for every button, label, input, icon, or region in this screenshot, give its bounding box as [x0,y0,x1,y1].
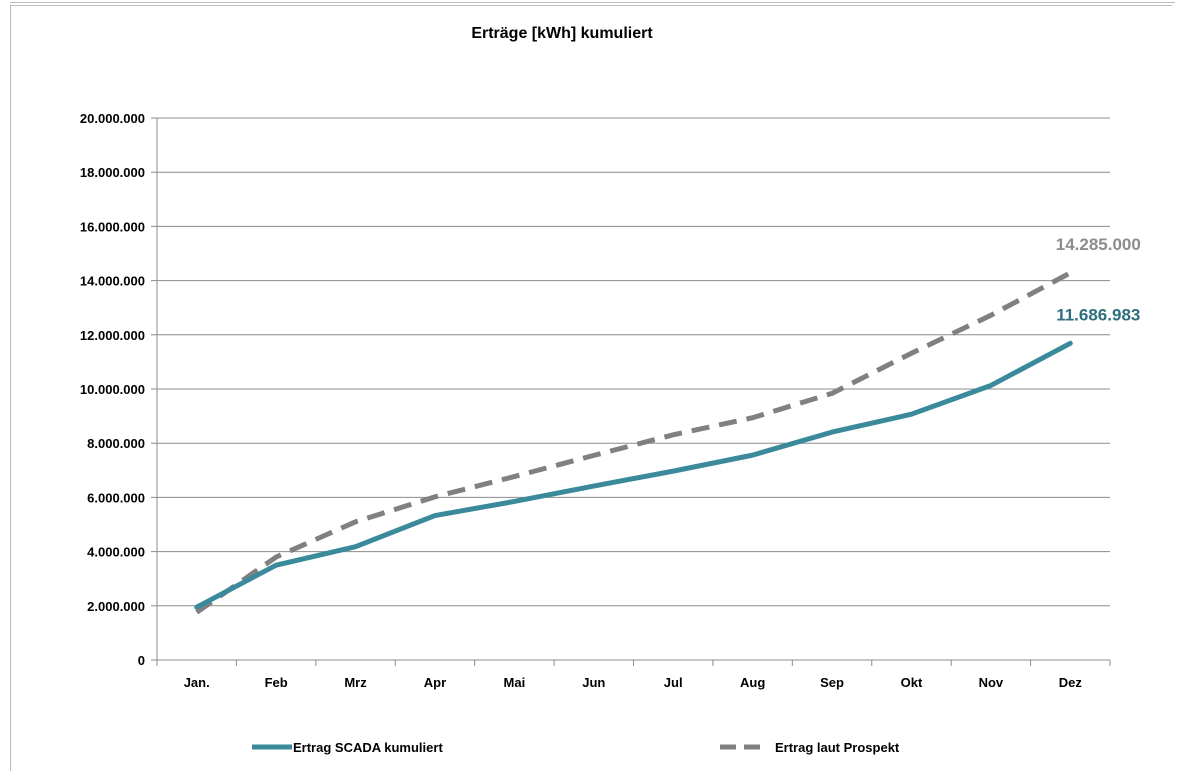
x-tick-label: Jan. [184,675,210,690]
end-value-label: 14.285.000 [1056,235,1141,254]
y-tick-label: 12.000.000 [80,328,145,343]
data-series [194,270,1073,615]
chart-frame-top-line [10,2,1175,3]
axes [151,117,1111,666]
y-tick-label: 0 [138,653,145,668]
y-tick-label: 20.000.000 [80,111,145,126]
x-tick-label: Apr [424,675,446,690]
y-tick-label: 2.000.000 [87,599,145,614]
chart-frame [10,5,1172,771]
series-line-scada [194,340,1073,610]
y-tick-label: 18.000.000 [80,165,145,180]
grid-lines [157,117,1110,607]
legend: Ertrag SCADA kumuliert Ertrag laut Prospe… [252,740,900,755]
y-axis-tick-labels: 0 2.000.000 4.000.000 6.000.000 8.000.000 10.… [80,111,145,668]
x-tick-label: Mai [504,675,526,690]
y-tick-label: 14.000.000 [80,274,145,289]
y-tick-label: 8.000.000 [87,436,145,451]
chart-title: Erträge [kWh] kumuliert [471,25,653,42]
y-tick-label: 10.000.000 [80,382,145,397]
y-tick-label: 16.000.000 [80,219,145,234]
x-tick-label: Nov [979,675,1004,690]
end-value-label: 11.686.983 [1056,305,1140,324]
x-tick-label: Sep [820,675,844,690]
x-tick-label: Okt [901,675,923,690]
legend-label: Ertrag SCADA kumuliert [293,740,443,755]
x-tick-label: Dez [1059,675,1083,690]
x-tick-label: Mrz [344,675,367,690]
x-tick-label: Jun [582,675,605,690]
x-tick-label: Jul [664,675,683,690]
end-value-labels: 11.686.983 14.285.000 [1056,235,1141,324]
y-tick-label: 4.000.000 [87,545,145,560]
y-tick-label: 6.000.000 [87,490,145,505]
x-tick-label: Aug [740,675,765,690]
x-axis-tick-labels: Jan. Feb Mrz Apr Mai Jun Jul Aug Sep Okt Nov Dez [184,675,1083,690]
x-tick-label: Feb [265,675,288,690]
series-line-prospekt [195,270,1072,615]
legend-label: Ertrag laut Prospekt [775,740,900,755]
